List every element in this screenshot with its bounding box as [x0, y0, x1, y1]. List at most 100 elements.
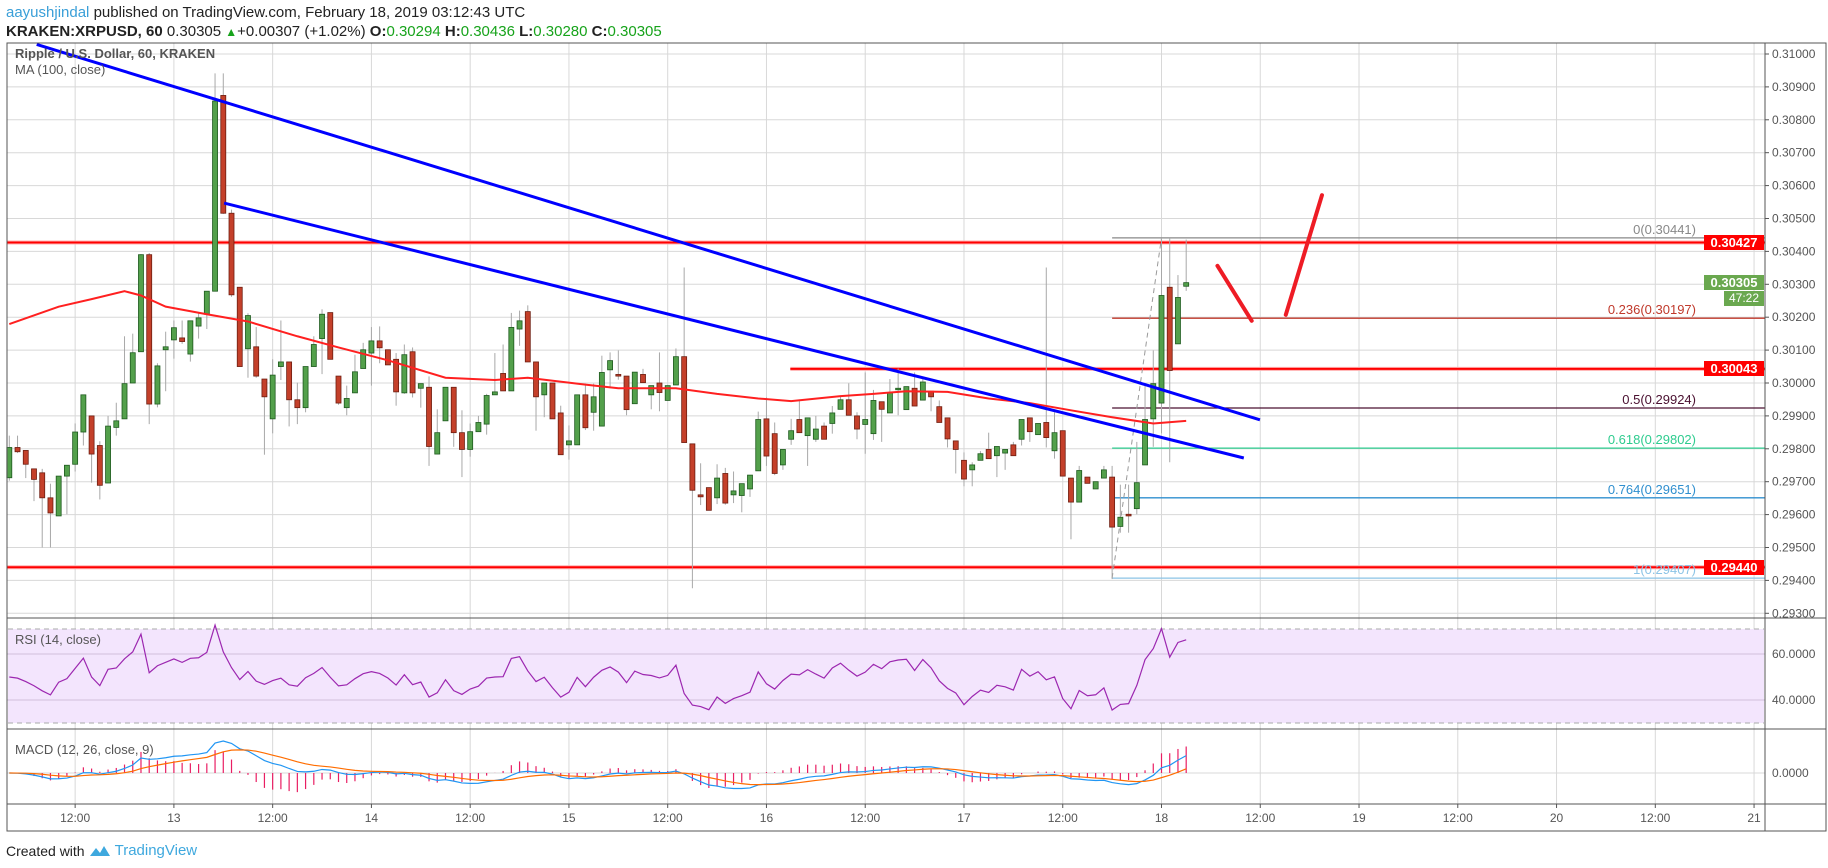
low-value: 0.30280: [533, 23, 588, 40]
candle-down: [261, 378, 268, 398]
time-tick-label: 19: [1352, 811, 1366, 825]
candle-up: [483, 395, 490, 425]
candle-up: [1092, 481, 1099, 490]
high-value: 0.30436: [460, 23, 515, 40]
ma-legend[interactable]: MA (100, close): [15, 62, 106, 77]
candle-down: [1043, 422, 1050, 439]
projection-arrow-line[interactable]: [1283, 193, 1324, 317]
projection-arrow-line[interactable]: [1215, 263, 1254, 323]
candle-up: [1133, 482, 1140, 510]
candle-down: [549, 382, 556, 420]
candle-down: [911, 387, 918, 407]
candle-down: [335, 375, 342, 404]
candle-up: [1183, 282, 1190, 287]
close-label: C:: [591, 23, 608, 40]
candle-down: [384, 349, 391, 366]
price-tick-label: 0.29400: [1772, 573, 1816, 587]
candle-up: [673, 356, 679, 386]
time-tick-label: 12:00: [653, 811, 683, 825]
rsi-tick-label: 60.0000: [1772, 647, 1816, 661]
candle-down: [253, 346, 260, 377]
publish-info: aayushjindal published on TradingView.co…: [6, 4, 525, 21]
candle-down: [681, 356, 688, 443]
candle-up: [245, 315, 251, 350]
candle-up: [648, 385, 655, 396]
ma100-line: [8, 290, 1187, 425]
candle-up: [862, 419, 869, 425]
fib-level-label: 0.618(0.29802): [1607, 432, 1696, 448]
candle-up: [516, 320, 523, 330]
candle-up: [195, 317, 202, 327]
candle-down: [878, 401, 885, 410]
candle-up: [138, 254, 144, 353]
candle-up: [401, 354, 408, 394]
candle-up: [788, 430, 795, 440]
candle-up: [541, 382, 548, 396]
candle-up: [664, 385, 671, 401]
time-tick-label: 14: [365, 811, 379, 825]
time-tick-label: 17: [957, 811, 971, 825]
candle-up: [598, 372, 605, 427]
candle-up: [105, 425, 111, 484]
candle-up: [302, 366, 309, 409]
candle-down: [821, 425, 827, 440]
price-tick-label: 0.30200: [1772, 310, 1816, 324]
candle-down: [1166, 286, 1173, 371]
candle-down: [220, 95, 227, 214]
candle-up: [442, 386, 449, 422]
candle-up: [170, 327, 177, 341]
candle-down: [236, 286, 243, 367]
candle-up: [1150, 383, 1157, 420]
candle-up: [129, 352, 136, 384]
candle-down: [96, 445, 103, 486]
candle-up: [837, 399, 844, 410]
macd-legend[interactable]: MACD (12, 26, close, 9): [15, 742, 154, 757]
candle-up: [491, 391, 498, 396]
candle-down: [1026, 417, 1033, 433]
price-tick-label: 0.30600: [1772, 179, 1816, 193]
chart-frame: [6, 42, 1827, 832]
level-price-tag: 0.30427: [1704, 235, 1764, 250]
candle-down: [146, 254, 153, 405]
candle-up: [55, 475, 62, 517]
candle-down: [582, 394, 589, 429]
candle-up: [1175, 297, 1181, 345]
candle-down: [524, 311, 531, 363]
candle-up: [747, 474, 753, 490]
time-tick-label: 21: [1747, 811, 1761, 825]
candle-up: [121, 383, 128, 420]
tradingview-brand[interactable]: TradingView: [114, 842, 198, 859]
price-tick-label: 0.30400: [1772, 244, 1816, 258]
candle-down: [409, 351, 416, 394]
last-price: 0.30305: [166, 23, 222, 40]
candle-down: [1059, 430, 1066, 477]
author-link[interactable]: aayushjindal: [6, 4, 90, 21]
drawings[interactable]: [36, 43, 1324, 460]
candle-up: [72, 431, 79, 465]
fib-level-label: 0.764(0.29651): [1607, 481, 1696, 497]
ma-line: [8, 290, 1187, 425]
trendline-upper[interactable]: [36, 43, 1261, 422]
candle-up: [113, 420, 120, 428]
candle-up: [738, 483, 745, 496]
candle-down: [31, 468, 37, 480]
candle-up: [574, 394, 581, 446]
rsi-legend[interactable]: RSI (14, close): [15, 632, 101, 647]
candle-up: [203, 290, 210, 315]
time-tick-label: 12:00: [1048, 811, 1078, 825]
candle-up: [590, 396, 597, 413]
candle-down: [327, 312, 334, 360]
fib-level-label: 1(0.29407): [1633, 562, 1696, 578]
candle-up: [887, 392, 893, 414]
candle-down: [459, 432, 465, 450]
candle-down: [39, 472, 46, 499]
last-price-tag: 0.30305: [1704, 275, 1764, 291]
candle-up: [1142, 419, 1148, 466]
trendline-lower[interactable]: [223, 201, 1245, 460]
candle-up: [780, 449, 786, 466]
candle-up: [162, 346, 169, 351]
candle-down: [393, 358, 400, 393]
price-tick-label: 0.29900: [1772, 409, 1816, 423]
candle-down: [47, 497, 54, 514]
